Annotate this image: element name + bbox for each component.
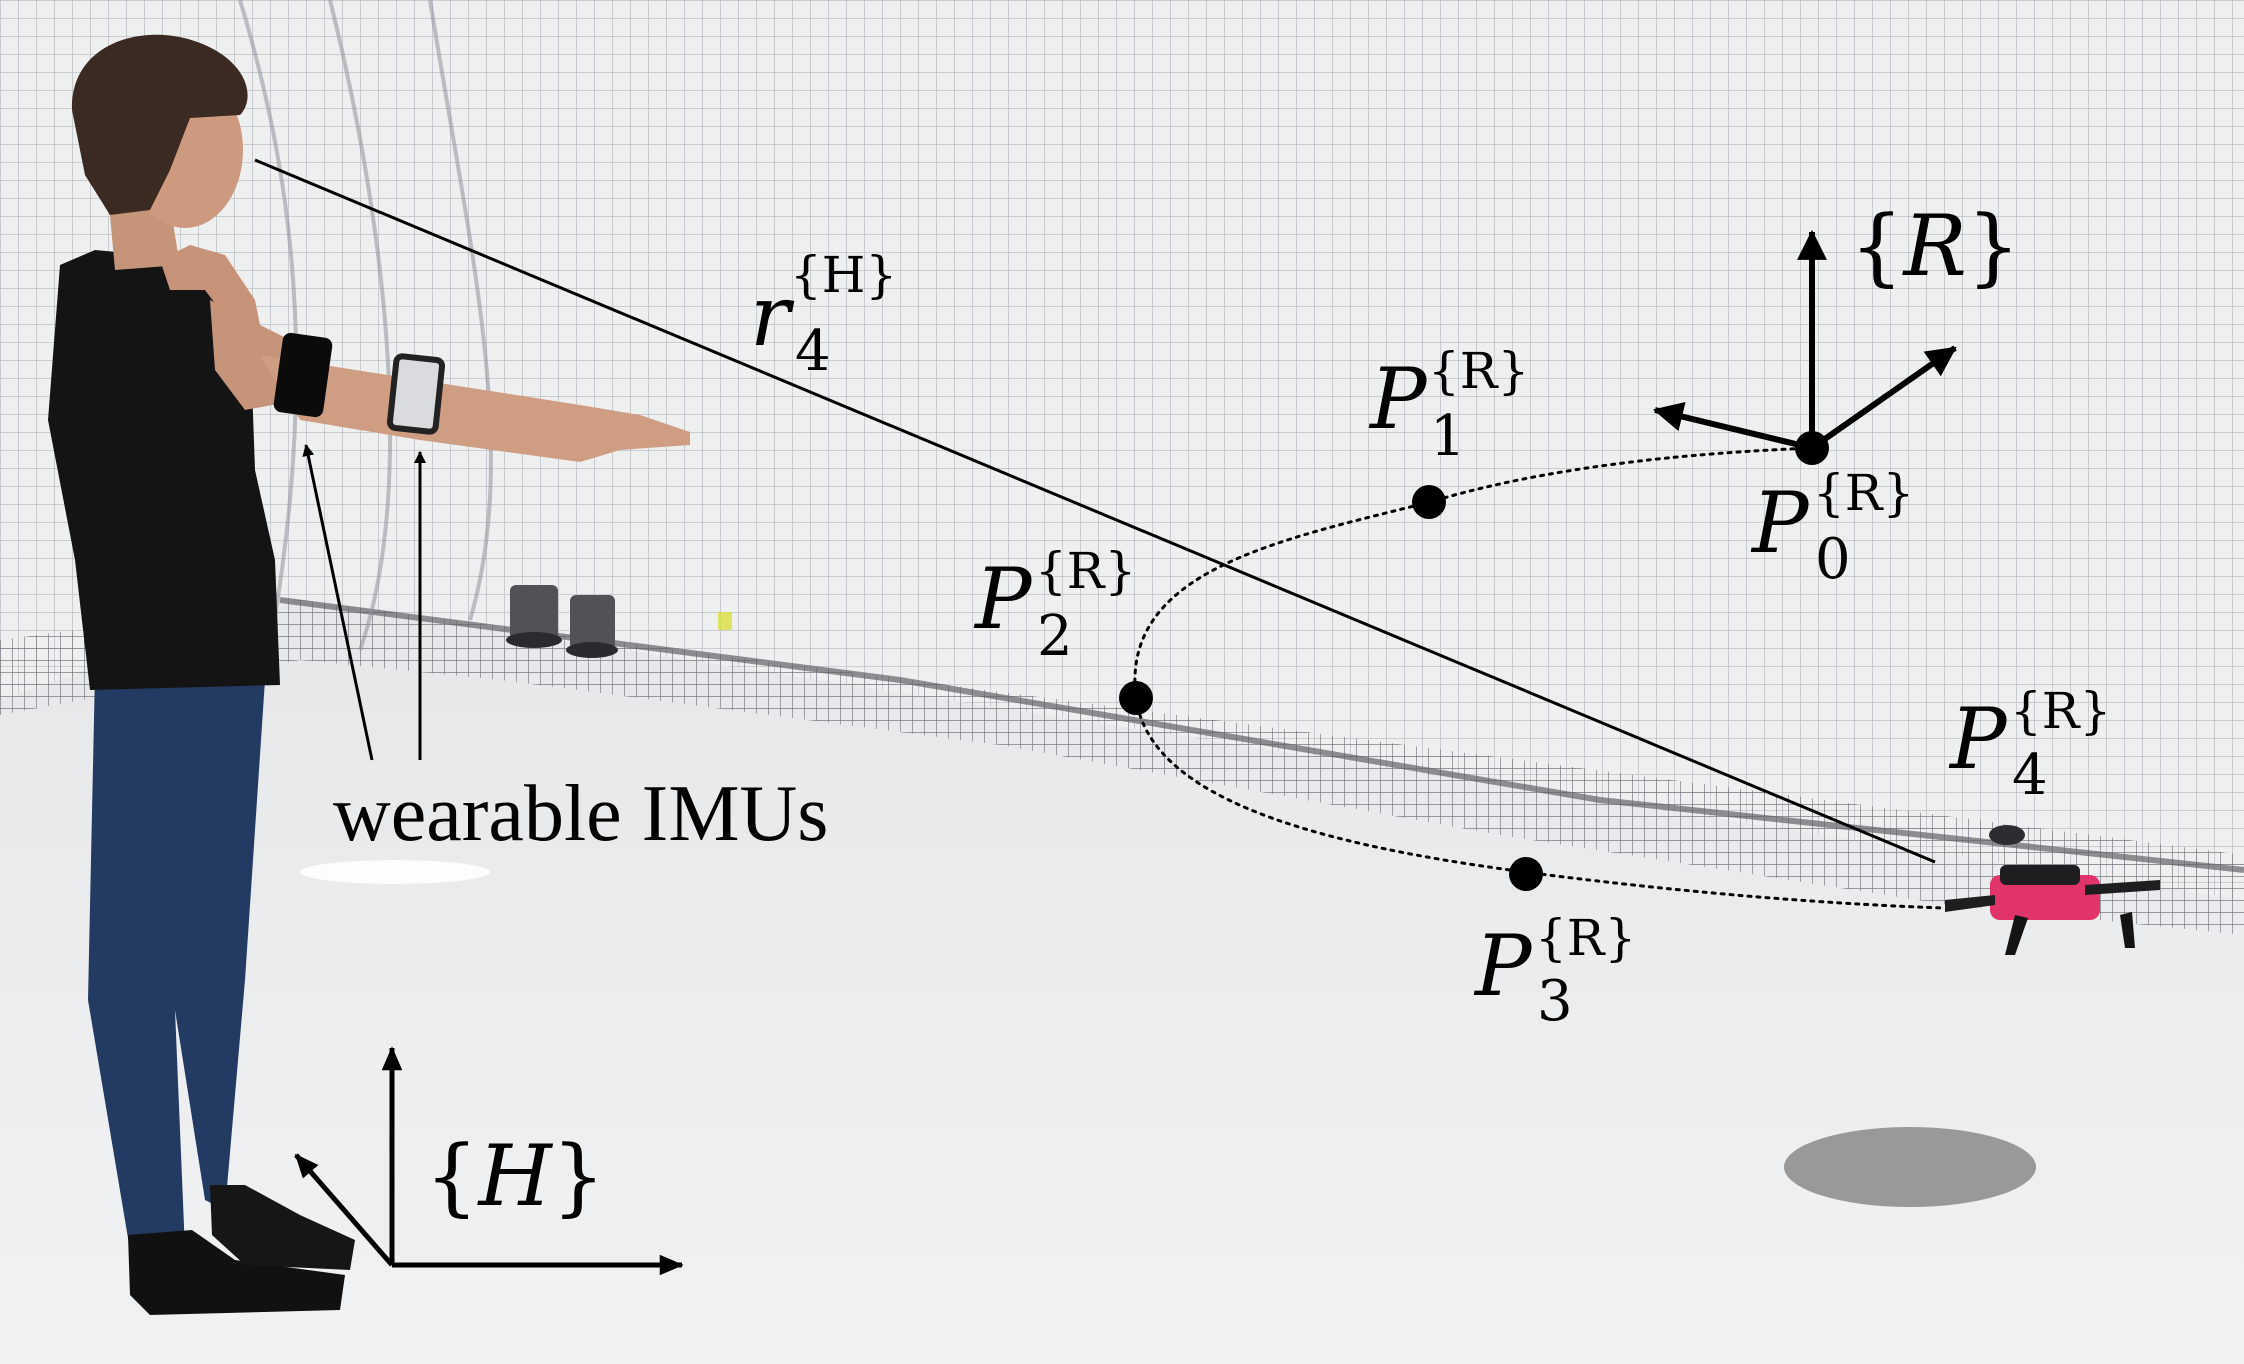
robot-frame-axis-diag — [1810, 345, 1957, 451]
person-shoe-left — [128, 1230, 345, 1315]
svg-text:{R}: {R} — [1035, 542, 1136, 600]
imu-arrow-upper-arm — [302, 444, 374, 761]
waypoint-dot-p1 — [1412, 485, 1446, 519]
imu-band-upper-arm — [273, 332, 333, 418]
human-frame-label: {H} — [425, 1127, 605, 1225]
person-hand-chin — [160, 245, 260, 330]
robot-frame-label: {R} — [1850, 197, 2020, 295]
human-frame-axes — [294, 1046, 684, 1276]
ground-robots — [506, 585, 732, 658]
waypoint-label-p1: P 1 {R} — [1368, 342, 1529, 469]
net-skirt — [0, 600, 2244, 935]
svg-text:2: 2 — [1037, 604, 1073, 669]
imu-band-forearm — [386, 353, 446, 435]
floor-marker — [300, 860, 490, 884]
drone-arm-left — [1945, 895, 1995, 912]
waypoint-label-p0: P 0 {R} — [1750, 464, 1914, 592]
person-hair — [71, 34, 248, 216]
svg-text:{R}: {R} — [2010, 682, 2111, 740]
svg-text:r: r — [750, 267, 795, 365]
landing-pad — [1784, 1127, 2036, 1207]
svg-text:{R}: {R} — [1813, 464, 1914, 522]
waypoint-label-p3: P 3 {R} — [1473, 909, 1636, 1034]
svg-text:P: P — [1750, 474, 1810, 572]
net-fold — [238, 0, 493, 701]
waypoint-dot-p3 — [1509, 857, 1543, 891]
person-legs — [88, 672, 265, 1250]
svg-text:{H}: {H} — [790, 246, 897, 304]
waypoints — [1119, 431, 1829, 891]
floor — [0, 600, 2244, 1364]
pointing-ray — [254, 158, 1936, 864]
floor-puck — [1989, 825, 2025, 845]
robot-frame-axes — [1652, 229, 1957, 451]
svg-text:{R}: {R} — [1428, 342, 1529, 400]
drone-leg-1 — [2005, 915, 2028, 955]
svg-text:P: P — [1473, 917, 1533, 1015]
drone-rotor — [2085, 880, 2160, 895]
svg-text:3: 3 — [1537, 969, 1573, 1034]
svg-text:4: 4 — [795, 319, 831, 384]
svg-text:4: 4 — [2012, 743, 2048, 808]
robot-frame-axis-left — [1652, 401, 1813, 451]
drone-leg-2 — [2120, 912, 2135, 948]
svg-text:{R}: {R} — [1535, 909, 1636, 967]
svg-text:0: 0 — [1815, 527, 1851, 592]
imu-label: wearable IMUs — [333, 770, 828, 858]
person — [48, 34, 690, 1315]
waypoint-label-p2: P 2 {R} — [973, 542, 1136, 669]
person-shoe-right — [210, 1185, 355, 1270]
svg-text:P: P — [973, 550, 1033, 648]
person-forearm — [260, 355, 690, 462]
drone-body — [1990, 875, 2100, 920]
waypoint-dot-p2 — [1119, 681, 1153, 715]
drone — [1945, 865, 2160, 955]
waypoint-label-p4: P 4 {R} — [1948, 682, 2111, 808]
waypoint-dot-p0 — [1795, 431, 1829, 465]
svg-text:P: P — [1368, 350, 1428, 448]
pointing-vector-label: r 4 {H} — [750, 246, 897, 384]
svg-text:P: P — [1948, 690, 2008, 788]
svg-text:1: 1 — [1430, 404, 1466, 469]
drone-top — [2000, 865, 2080, 885]
human-frame-axis-diag — [294, 1153, 394, 1267]
